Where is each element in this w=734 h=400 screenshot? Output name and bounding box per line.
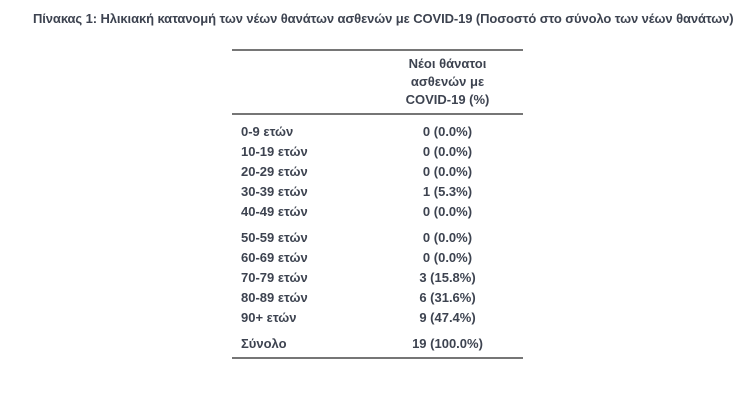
table-row-60-69: 60-69 ετών 0 (0.0%): [232, 247, 523, 267]
deaths-value: 3 (15.8%): [419, 269, 476, 285]
table-row-20-29: 20-29 ετών 0 (0.0%): [232, 161, 523, 181]
header-line-3: COVID-19 (%): [405, 92, 490, 107]
table-row-50-59: 50-59 ετών 0 (0.0%): [232, 227, 523, 247]
table-row-70-79: 70-79 ετών 3 (15.8%): [232, 267, 523, 287]
header-line-2: ασθενών με: [410, 74, 485, 89]
table-body: 0-9 ετών 0 (0.0%) 10-19 ετών 0 (0.0%) 20…: [232, 115, 523, 357]
deaths-value: 1 (5.3%): [422, 183, 473, 199]
table-row-0-9: 0-9 ετών 0 (0.0%): [232, 121, 523, 141]
deaths-value: 6 (31.6%): [419, 289, 476, 305]
age-group-label: 20-29 ετών: [241, 163, 308, 179]
deaths-value: 0 (0.0%): [422, 143, 473, 159]
age-group-label: 10-19 ετών: [241, 143, 308, 159]
total-value: 19 (100.0%): [412, 335, 483, 351]
deaths-value: 0 (0.0%): [422, 249, 473, 265]
value-column-header: Νέοι θάνατοι ασθενών με COVID-19 (%): [372, 55, 523, 109]
header-spacer-cell: [232, 55, 372, 109]
age-group-label: 60-69 ετών: [241, 249, 308, 265]
total-label: Σύνολο: [241, 335, 287, 351]
age-group-label: 0-9 ετών: [241, 123, 294, 139]
deaths-value: 0 (0.0%): [422, 123, 473, 139]
age-group-label: 70-79 ετών: [241, 269, 308, 285]
table-row-80-89: 80-89 ετών 6 (31.6%): [232, 287, 523, 307]
table-row-10-19: 10-19 ετών 0 (0.0%): [232, 141, 523, 161]
deaths-value: 0 (0.0%): [422, 163, 473, 179]
age-group-label: 40-49 ετών: [241, 203, 308, 219]
table-row-90plus: 90+ ετών 9 (47.4%): [232, 307, 523, 327]
deaths-value: 9 (47.4%): [419, 309, 476, 325]
age-group-label: 30-39 ετών: [241, 183, 308, 199]
table-row-30-39: 30-39 ετών 1 (5.3%): [232, 181, 523, 201]
table-header: Νέοι θάνατοι ασθενών με COVID-19 (%): [232, 51, 523, 115]
table-row-total: Σύνολο 19 (100.0%): [232, 333, 523, 353]
deaths-value: 0 (0.0%): [422, 229, 473, 245]
age-group-label: 90+ ετών: [241, 309, 297, 325]
deaths-value: 0 (0.0%): [422, 203, 473, 219]
age-group-label: 50-59 ετών: [241, 229, 308, 245]
age-distribution-table: Νέοι θάνατοι ασθενών με COVID-19 (%) 0-9…: [232, 49, 523, 359]
table-row-40-49: 40-49 ετών 0 (0.0%): [232, 201, 523, 221]
age-group-label: 80-89 ετών: [241, 289, 308, 305]
header-line-1: Νέοι θάνατοι: [408, 56, 487, 71]
table-caption: Πίνακας 1: Ηλικιακή κατανομή των νέων θα…: [33, 11, 734, 26]
